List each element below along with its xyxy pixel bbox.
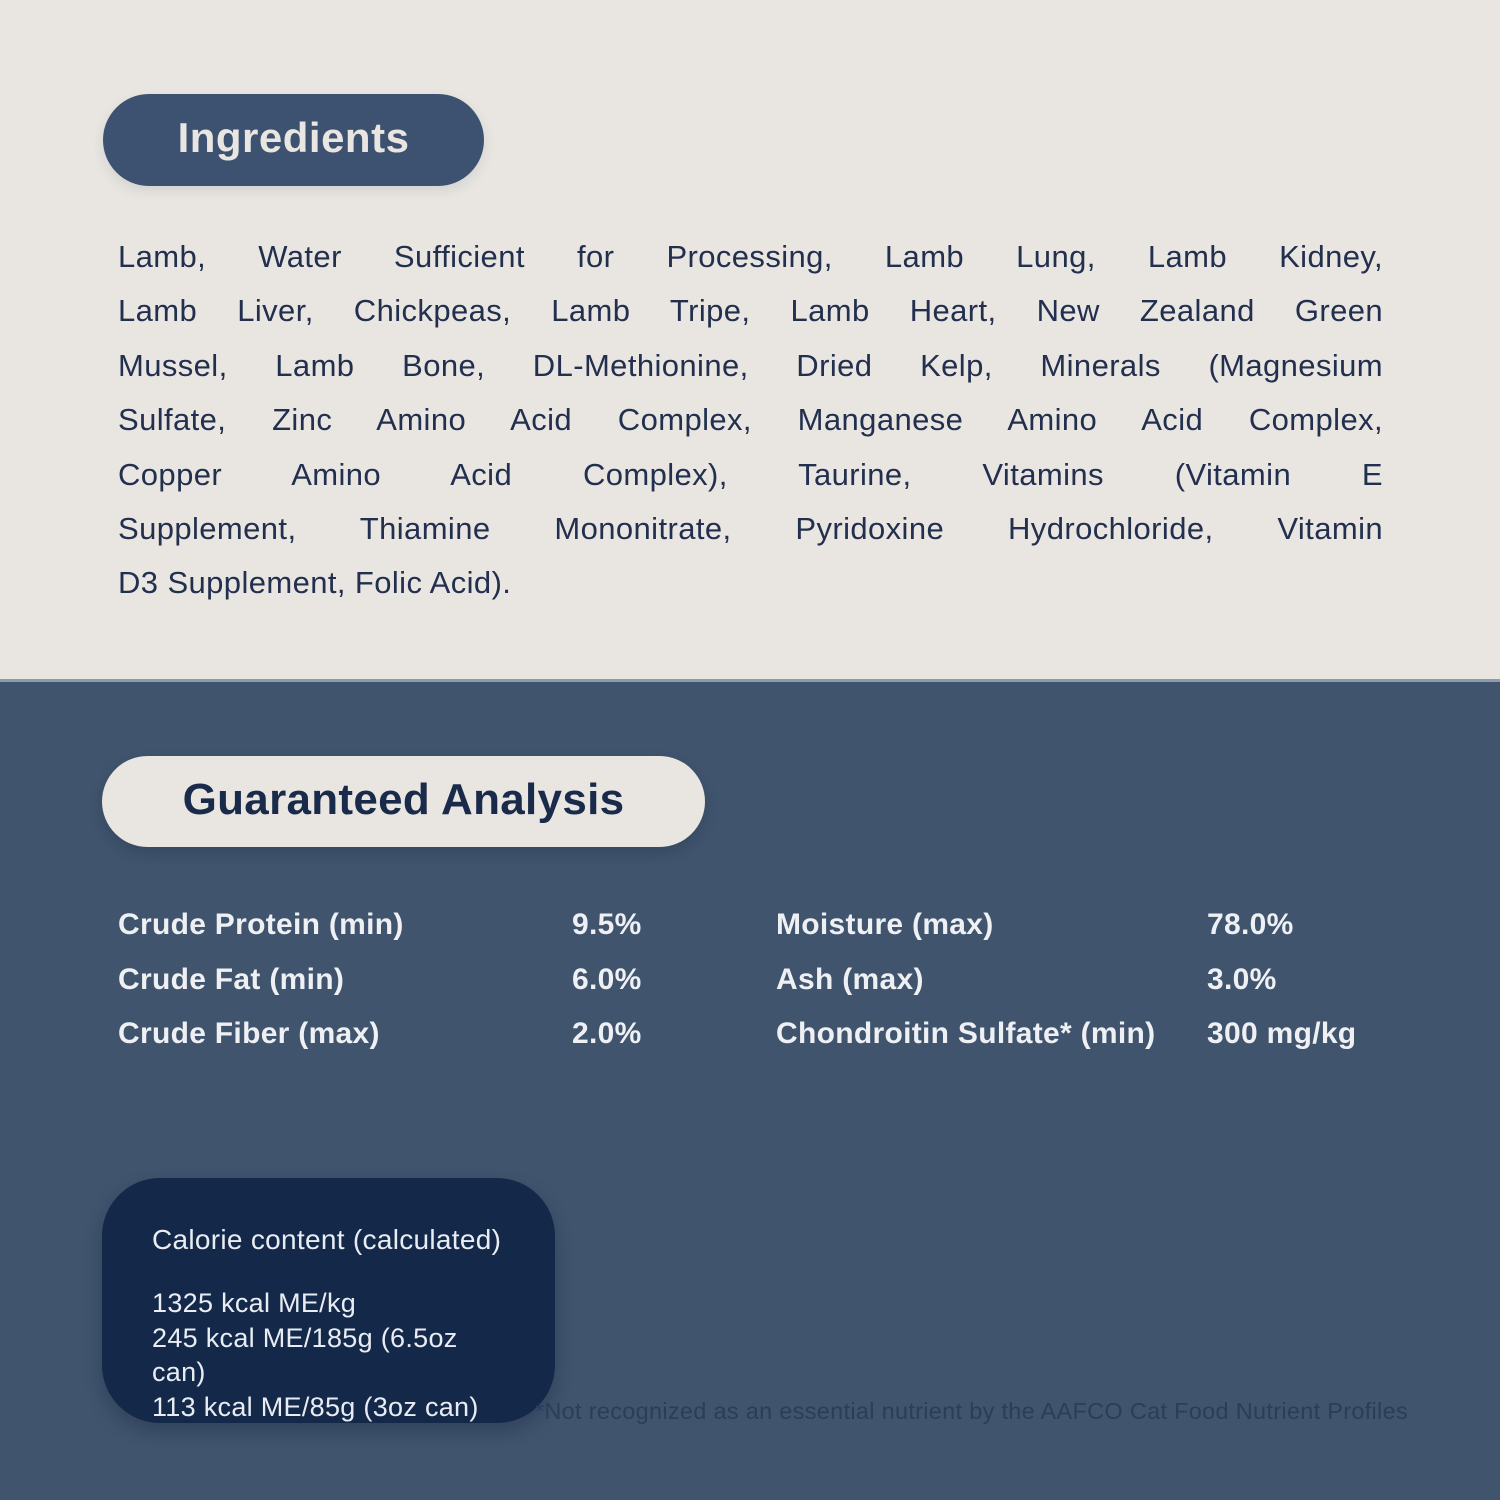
analysis-value: 3.0% xyxy=(1207,962,1277,996)
analysis-label: Ash (max) xyxy=(776,962,924,996)
analysis-label: Moisture (max) xyxy=(776,908,994,942)
analysis-value: 78.0% xyxy=(1207,908,1294,942)
guaranteed-analysis-title: Guaranteed Analysis xyxy=(182,774,625,824)
calorie-line: 113 kcal ME/85g (3oz can) xyxy=(152,1391,479,1422)
analysis-label: Crude Fiber (max) xyxy=(118,1017,380,1051)
calorie-content-title: Calorie content (calculated) xyxy=(152,1224,502,1255)
analysis-value: 6.0% xyxy=(572,962,642,996)
calorie-content-box: Calorie content (calculated) 1325 kcal M… xyxy=(102,1178,555,1423)
analysis-label: Chondroitin Sulfate* (min) xyxy=(776,1017,1156,1051)
ingredients-title: Ingredients xyxy=(177,114,410,161)
ingredients-line: Copper Amino Acid Complex), Taurine, Vit… xyxy=(118,456,1383,492)
aafco-footnote: *Not recognized as an essential nutrient… xyxy=(534,1398,1408,1424)
ingredients-section: Ingredients Lamb, Water Sufficient for P… xyxy=(0,0,1500,679)
ingredients-line: Supplement, Thiamine Mononitrate, Pyrido… xyxy=(118,511,1383,547)
analysis-value: 2.0% xyxy=(572,1017,642,1051)
analysis-label: Crude Fat (min) xyxy=(118,962,345,996)
section-divider xyxy=(0,679,1500,682)
guaranteed-analysis-section: Guaranteed Analysis Crude Protein (min) … xyxy=(0,679,1500,1500)
ingredients-line: Lamb Liver, Chickpeas, Lamb Tripe, Lamb … xyxy=(118,293,1383,329)
analysis-value: 9.5% xyxy=(572,908,642,942)
analysis-label: Crude Protein (min) xyxy=(118,908,404,942)
ingredients-line: D3 Supplement, Folic Acid). xyxy=(118,565,512,601)
analysis-value: 300 mg/kg xyxy=(1207,1017,1357,1051)
guaranteed-analysis-table: Crude Protein (min) 9.5% Moisture (max) … xyxy=(118,898,1382,1062)
ingredients-line: Mussel, Lamb Bone, DL-Methionine, Dried … xyxy=(118,347,1383,383)
calorie-line: 1325 kcal ME/kg xyxy=(152,1288,357,1318)
calorie-line: 245 kcal ME/185g (6.5oz can) xyxy=(152,1322,458,1388)
ingredients-paragraph: Lamb, Water Sufficient for Processing, L… xyxy=(118,230,1383,611)
ingredients-header-pill: Ingredients xyxy=(103,94,484,186)
ingredients-line: Sulfate, Zinc Amino Acid Complex, Mangan… xyxy=(118,402,1383,438)
ingredients-line: Lamb, Water Sufficient for Processing, L… xyxy=(118,239,1383,274)
guaranteed-analysis-header-pill: Guaranteed Analysis xyxy=(102,756,705,847)
